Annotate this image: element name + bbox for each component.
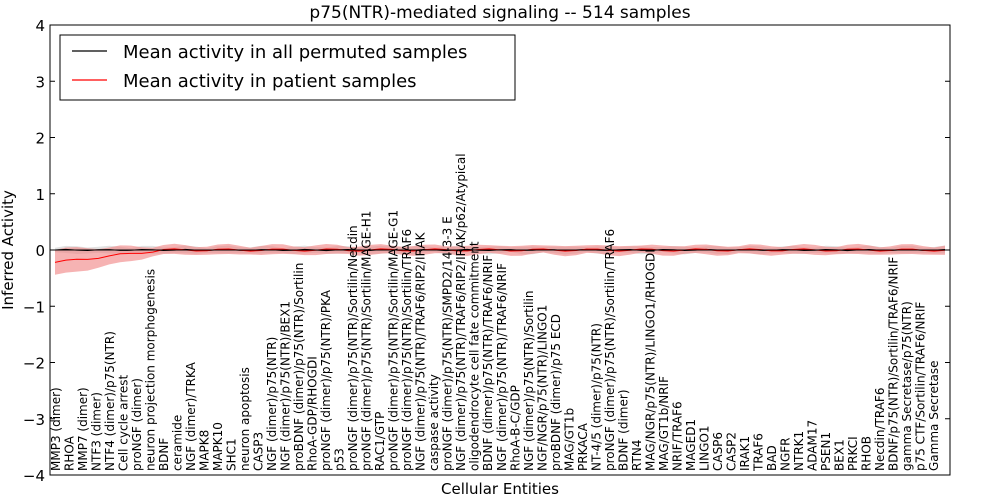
x-tick-label: RhoA-B-C/GDP: [508, 385, 522, 471]
x-tick-label: CASP6: [711, 432, 725, 471]
y-tick-label: −4: [23, 467, 45, 485]
x-tick-label: ADAM17: [805, 420, 819, 471]
x-tick-label: proNGF (dimer)/p75(NTR)/Sortilin/TRAF6: [603, 229, 617, 471]
x-tick-label: ceramide: [171, 415, 185, 471]
legend-label-permuted: Mean activity in all permuted samples: [123, 42, 467, 63]
x-tick-label: MAPK10: [211, 422, 225, 471]
y-tick-label: −2: [23, 355, 45, 373]
x-tick-label: RTN4: [630, 440, 644, 471]
x-tick-label: PRKCI: [846, 436, 860, 471]
x-tick-label: proNGF (dimer)/p75(NTR)/Sortilin/TRAF6: [400, 229, 414, 471]
x-axis-label: Cellular Entities: [441, 480, 559, 498]
x-tick-label: proNGF (dimer): [130, 378, 144, 471]
x-tick-label: Cell cycle arrest: [117, 375, 131, 471]
x-tick-label: RHOA: [63, 435, 77, 471]
x-tick-label: RhoA-GDP/RHOGDI: [306, 356, 320, 471]
x-tick-label: MAGED1: [684, 419, 698, 471]
y-tick-label: −3: [23, 411, 45, 429]
x-tick-label: NTF4 (dimer)/p75(NTR): [103, 331, 117, 471]
y-tick-label: 3: [35, 73, 45, 91]
x-tick-label: proNGF (dimer)/p75(NTR)/PKA: [319, 289, 333, 471]
x-tick-label: PSEN1: [819, 432, 833, 471]
chart-title: p75(NTR)-mediated signaling -- 514 sampl…: [309, 3, 690, 23]
x-tick-label: p53: [333, 448, 347, 471]
x-tick-label: NGFR: [778, 437, 792, 471]
x-tick-label: MMP7 (dimer): [76, 387, 90, 471]
x-tick-label: p75 CTF/Sortilin/TRAF6/NRIF: [914, 302, 928, 471]
x-tick-label: BDNF (dimer): [616, 389, 630, 471]
x-tick-label: RHOB: [860, 436, 874, 471]
x-tick-label: SHC1: [225, 438, 239, 471]
x-tick-label: MAG/GT1b: [562, 408, 576, 471]
x-tick-label: NGF (dimer)/p75(NTR)/TRAF6/RIP2/IRAK: [414, 231, 428, 471]
x-tick-label: PRKACA: [576, 422, 590, 471]
legend: Mean activity in all permuted samples Me…: [59, 34, 516, 101]
x-tick-label: TRAF6: [751, 433, 765, 472]
x-tick-label: BEX1: [832, 439, 846, 471]
x-tick-label: neuron apoptosis: [238, 367, 252, 471]
x-tick-label: LINGO1: [697, 425, 711, 471]
x-tick-label: proNGF (dimer)/p75(NTR)/SMPD2/14-3-3 E: [441, 216, 455, 471]
x-tick-label: NTRK1: [792, 431, 806, 471]
x-tick-label: RAC1/GTP: [373, 412, 387, 471]
x-tick-label: Gamma Secretase: [927, 360, 941, 471]
x-tick-label: proBDNF (dimer)/p75(NTR)/Sortilin: [292, 263, 306, 471]
x-tick-label: NGF (dimer)/p75(NTR)/TRAF6/NRIF: [495, 263, 509, 471]
x-tick-label: neuron projection morphogenesis: [144, 269, 158, 471]
x-tick-label: proBDNF (dimer)/p75 ECD: [549, 314, 563, 471]
x-tick-label: proNGF (dimer)/p75(NTR)/Sortilin/MAGE-H1: [360, 211, 374, 471]
x-tick-label: NGF/NGR/p75(NTR)/LINGO1: [535, 305, 549, 471]
x-tick-label: MMP3 (dimer): [49, 387, 63, 471]
x-tick-label: NRIF/TRAF6: [670, 401, 684, 471]
x-tick-label: IRAK1: [738, 436, 752, 471]
x-tick-label: proNGF (dimer)/p75(NTR)/Sortilin/MAGE-G1: [387, 210, 401, 471]
x-tick-label: BDNF/p75(NTR)/Sortilin/TRAF6/NRIF: [887, 257, 901, 471]
x-tick-label: BDNF (dimer)/p75(NTR)/TRAF6/NRIF: [481, 255, 495, 471]
x-tick-label: caspase activity: [427, 374, 441, 471]
x-tick-label: Necdin/TRAF6: [873, 388, 887, 471]
x-tick-label: BDNF: [157, 438, 171, 471]
x-tick-label: proNGF (dimer)/p75(NTR)/Sortilin/Necdin: [346, 225, 360, 471]
y-tick-label: 1: [35, 186, 45, 204]
patient-band: [55, 243, 945, 275]
x-tick-label: NGF (dimer)/p75(NTR)/TRAF6/RIP2/IRAK/p62…: [454, 153, 468, 471]
y-axis-label: Inferred Activity: [0, 190, 17, 310]
x-tick-label: NGF (dimer)/p75(NTR)/BEX1: [279, 301, 293, 471]
x-tick-label: CASP2: [724, 432, 738, 471]
x-tick-label: NGF (dimer)/p75(NTR): [265, 337, 279, 471]
x-tick-label: NTF3 (dimer): [90, 392, 104, 471]
x-tick-label: gamma Secretase/p75(NTR): [900, 301, 914, 471]
y-tick-label: 2: [35, 130, 45, 148]
legend-box: [59, 34, 516, 101]
y-tick-label: 4: [35, 17, 45, 35]
x-tick-label: BAD: [765, 445, 779, 471]
y-tick-label: −1: [23, 298, 45, 316]
legend-label-patient: Mean activity in patient samples: [123, 71, 417, 92]
x-tick-label: MAG/GT1b/NRIF: [657, 376, 671, 471]
x-tick-label: MAPK8: [198, 430, 212, 471]
x-tick-label: NGF (dimer)/TRKA: [184, 361, 198, 471]
y-tick-label: 0: [35, 242, 45, 260]
x-tick-label: NGF (dimer)/p75(NTR)/Sortilin: [522, 291, 536, 472]
x-tick-label: oligodendrocyte cell fate commitment: [468, 241, 482, 471]
x-tick-label: NT-4/5 (dimer)/p75(NTR): [589, 323, 603, 471]
x-tick-label: CASP3: [252, 432, 266, 471]
plot-frame: [49, 24, 951, 476]
x-tick-label: MAG/NGR/p75(NTR)/LINGO1/RHOGDI: [643, 249, 657, 471]
